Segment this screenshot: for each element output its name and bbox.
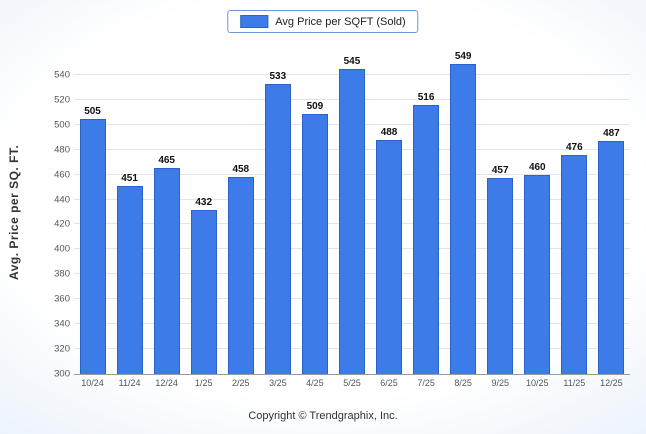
x-tick-label: 8/25 bbox=[454, 378, 472, 388]
bar bbox=[338, 68, 365, 374]
legend: Avg Price per SQFT (Sold) bbox=[227, 10, 419, 33]
bar-value-label: 451 bbox=[121, 172, 138, 184]
y-tick-label: 480 bbox=[54, 144, 70, 156]
y-tick-label: 380 bbox=[54, 268, 70, 280]
bar-column: 465 bbox=[148, 50, 185, 374]
bar-column: 516 bbox=[408, 50, 445, 374]
bar-column: 533 bbox=[259, 50, 296, 374]
plot-area: 505 451 465 432 458 533 509 545 488 516 549 457 460 4… bbox=[74, 50, 630, 375]
bar-column: 458 bbox=[222, 50, 259, 374]
x-tick-label: 10/25 bbox=[526, 378, 549, 388]
bar bbox=[561, 154, 588, 374]
bar-column: 457 bbox=[482, 50, 519, 374]
bar-value-label: 460 bbox=[528, 161, 546, 173]
y-tick-label: 400 bbox=[54, 243, 70, 255]
y-tick-label: 440 bbox=[54, 194, 70, 206]
bar-column: 549 bbox=[445, 50, 482, 374]
bars-container: 505 451 465 432 458 533 509 545 488 516 549 457 460 4… bbox=[74, 50, 630, 374]
bar bbox=[487, 178, 514, 374]
y-tick-label: 500 bbox=[54, 119, 70, 131]
bar-value-label: 545 bbox=[343, 55, 361, 67]
bar bbox=[450, 63, 477, 374]
bar bbox=[153, 168, 180, 374]
y-tick-label: 320 bbox=[54, 343, 70, 355]
y-tick-label: 360 bbox=[54, 293, 70, 305]
bar bbox=[264, 83, 291, 374]
x-tick-label: 4/25 bbox=[306, 378, 324, 388]
y-tick-label: 540 bbox=[54, 69, 70, 81]
bar-column: 460 bbox=[519, 50, 556, 374]
bar-column: 487 bbox=[593, 50, 630, 374]
x-tick-label: 9/25 bbox=[491, 378, 509, 388]
x-tick-label: 12/25 bbox=[600, 378, 623, 388]
legend-label: Avg Price per SQFT (Sold) bbox=[275, 15, 406, 28]
y-tick-label: 420 bbox=[54, 218, 70, 230]
bar-value-label: 432 bbox=[195, 196, 213, 208]
bar-value-label: 465 bbox=[158, 155, 175, 167]
bar-value-label: 457 bbox=[491, 165, 509, 177]
bar bbox=[227, 177, 254, 374]
x-axis-labels: 10/24 11/24 12/24 1/25 2/25 3/25 4/25 5/25 6/25 7… bbox=[74, 378, 630, 388]
bar bbox=[301, 113, 328, 374]
bar bbox=[413, 104, 440, 374]
x-tick-label: 6/25 bbox=[380, 378, 398, 388]
bar-column: 476 bbox=[556, 50, 593, 374]
bar-value-label: 476 bbox=[566, 141, 583, 153]
bar-value-label: 505 bbox=[84, 105, 101, 117]
bar-value-label: 516 bbox=[417, 91, 435, 103]
x-tick-label: 10/24 bbox=[81, 378, 104, 388]
y-axis-labels: 300 320 340 360 380 400 420 440 460 480 500 520 540 bbox=[34, 50, 70, 379]
x-tick-label: 5/25 bbox=[343, 378, 361, 388]
bar bbox=[598, 140, 625, 374]
x-tick-label: 1/25 bbox=[194, 378, 213, 388]
bar-value-label: 487 bbox=[603, 127, 620, 139]
y-tick-label: 340 bbox=[54, 318, 70, 330]
legend-swatch bbox=[240, 15, 269, 28]
y-tick-label: 460 bbox=[54, 169, 70, 181]
bar bbox=[376, 139, 403, 374]
bar-column: 432 bbox=[185, 50, 222, 374]
x-tick-label: 7/25 bbox=[417, 378, 435, 388]
y-axis-title: Avg. Price per SQ. FT. bbox=[7, 144, 21, 280]
x-tick-label: 12/24 bbox=[155, 378, 178, 388]
bar-value-label: 549 bbox=[454, 50, 472, 62]
bar-value-label: 458 bbox=[232, 164, 250, 176]
x-tick-label: 11/25 bbox=[563, 378, 586, 388]
bar-value-label: 509 bbox=[306, 100, 324, 112]
bar-column: 488 bbox=[371, 50, 408, 374]
y-tick-label: 300 bbox=[54, 368, 70, 380]
bar bbox=[524, 174, 551, 374]
bar-column: 505 bbox=[74, 50, 111, 374]
y-tick-label: 520 bbox=[54, 94, 70, 106]
footer-copyright: Copyright © Trendgraphix, Inc. bbox=[248, 410, 398, 422]
bar-column: 451 bbox=[111, 50, 148, 374]
bar bbox=[79, 118, 106, 374]
bar-column: 509 bbox=[296, 50, 333, 374]
bar bbox=[116, 185, 143, 374]
bar-value-label: 533 bbox=[269, 70, 287, 82]
bar-column: 545 bbox=[333, 50, 370, 374]
x-tick-label: 2/25 bbox=[232, 378, 250, 388]
x-tick-label: 3/25 bbox=[269, 378, 287, 388]
x-tick-label: 11/24 bbox=[118, 378, 141, 388]
bar bbox=[190, 209, 217, 374]
bar-value-label: 488 bbox=[380, 126, 398, 138]
